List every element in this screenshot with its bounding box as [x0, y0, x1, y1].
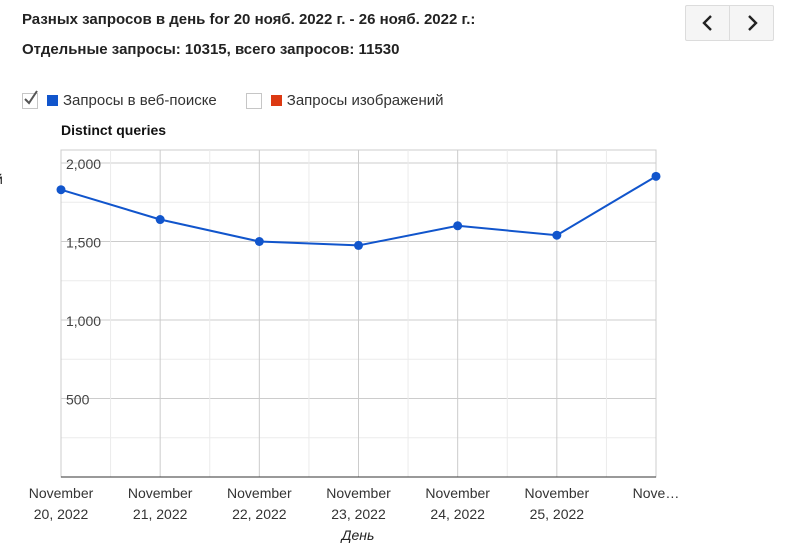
x-tick-label: November [525, 485, 590, 501]
x-tick-label: November [29, 485, 94, 501]
x-tick-label: 25, 2022 [530, 506, 585, 522]
x-tick-label: 22, 2022 [232, 506, 287, 522]
query-summary: Отдельные запросы: 10315, всего запросов… [22, 41, 400, 58]
clipped-edge-text: й [0, 171, 3, 187]
chart-legend: Запросы в веб-поиске Запросы изображений [22, 89, 473, 109]
x-tick-label: Nove… [633, 485, 680, 501]
y-tick-label: 2,000 [66, 156, 101, 172]
data-point [651, 171, 661, 181]
y-tick-label: 1,000 [66, 313, 101, 329]
x-axis-labels: November 20, 2022 November 21, 2022 November… [29, 485, 680, 522]
x-tick-label: 23, 2022 [331, 506, 386, 522]
data-point [56, 185, 66, 195]
x-tick-label: 21, 2022 [133, 506, 188, 522]
y-tick-label: 500 [66, 392, 90, 408]
x-axis-title: День [340, 527, 375, 543]
legend-item-web[interactable]: Запросы в веб-поиске [22, 89, 217, 109]
data-point [155, 215, 165, 225]
x-tick-label: November [227, 485, 292, 501]
next-period-button[interactable] [729, 6, 773, 40]
y-axis-labels: 500 1,000 1,500 2,000 [66, 156, 101, 408]
date-nav [685, 5, 774, 41]
x-tick-label: 24, 2022 [430, 506, 485, 522]
legend-label-images: Запросы изображений [286, 92, 444, 109]
y-tick-label: 1,500 [66, 235, 101, 251]
series-web-queries [56, 171, 661, 250]
image-queries-checkbox[interactable] [245, 92, 262, 109]
prev-period-button[interactable] [686, 6, 729, 40]
data-point [552, 230, 562, 240]
chevron-right-icon [747, 15, 758, 31]
x-tick-label: November [425, 485, 490, 501]
legend-swatch-web [47, 95, 58, 106]
x-tick-label: 20, 2022 [34, 506, 89, 522]
data-point [254, 237, 264, 246]
data-point [354, 240, 363, 250]
page-title: Разных запросов в день for 20 нояб. 2022… [22, 11, 476, 28]
x-tick-label: November [128, 485, 193, 501]
chevron-left-icon [701, 15, 712, 31]
chart-grid [60, 149, 657, 478]
chart-title: Distinct queries [61, 122, 167, 138]
legend-swatch-images [270, 95, 282, 106]
legend-item-images[interactable]: Запросы изображений [245, 92, 444, 109]
legend-label-web: Запросы в веб-поиске [63, 92, 217, 109]
checkmark-icon [24, 89, 38, 105]
x-tick-label: November [326, 485, 391, 501]
data-point [453, 221, 463, 231]
web-queries-checkbox[interactable] [22, 89, 38, 109]
